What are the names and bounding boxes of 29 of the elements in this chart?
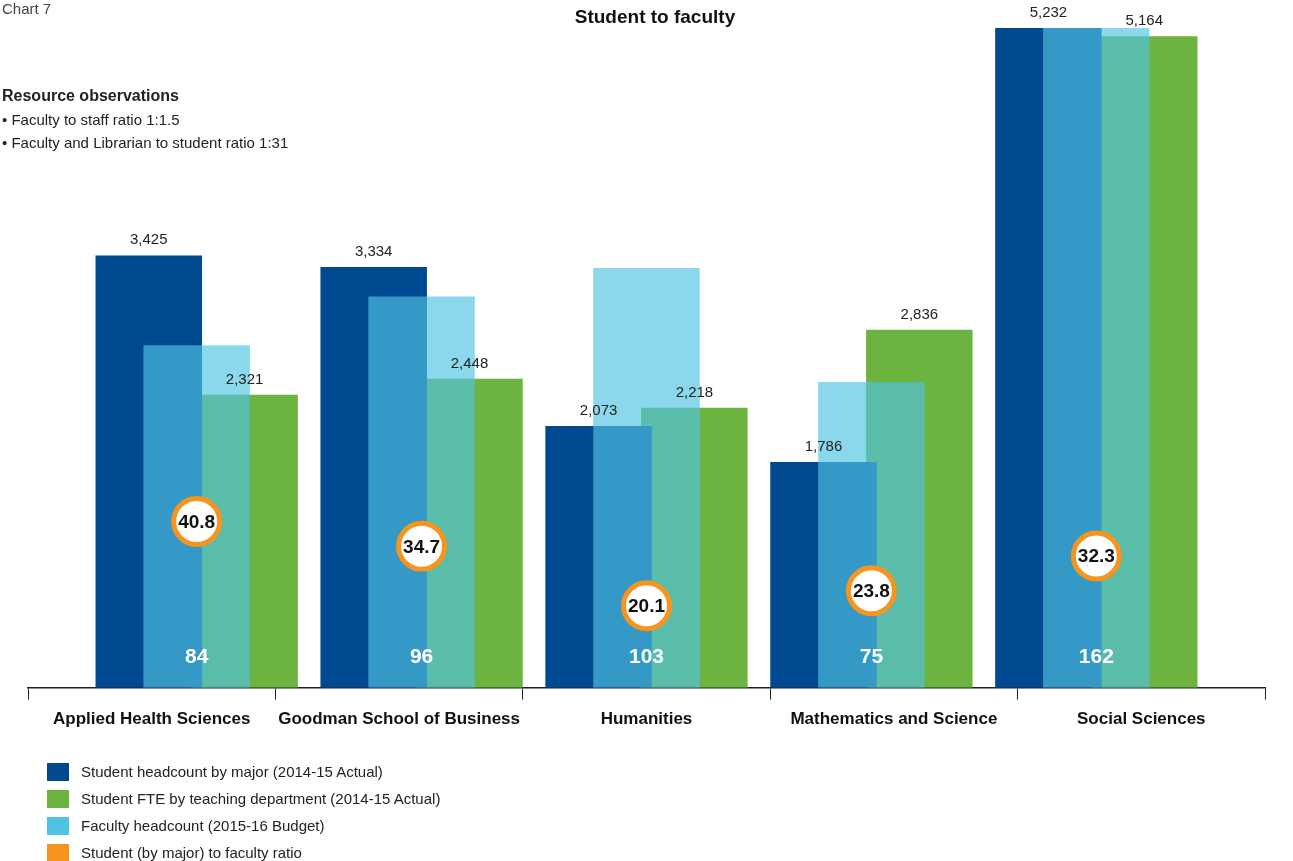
data-label: 75 — [859, 644, 884, 668]
data-label: 96 — [409, 644, 434, 668]
data-label: 5,164 — [1125, 11, 1163, 29]
x-tick-label: Applied Health Sciences — [52, 709, 251, 729]
annotation: • Faculty to staff ratio 1:1.5 — [2, 111, 181, 128]
data-label: 23.8 — [852, 579, 890, 601]
data-label: 3,334 — [354, 241, 393, 259]
data-label: 162 — [1078, 644, 1114, 668]
data-label: 84 — [185, 644, 209, 668]
annotation: • Faculty and Librarian to student ratio 1:31 — [2, 134, 289, 151]
data-label: 2,836 — [900, 304, 939, 322]
legend-label: Student (by major) to faculty ratio — [81, 844, 302, 861]
legend-label: Faculty headcount (2015-16 Budget) — [81, 817, 325, 834]
data-label: 20.1 — [628, 595, 666, 616]
annotation: Resource observations — [2, 87, 180, 105]
x-tick-label: Mathematics and Science — [790, 709, 998, 729]
legend-label: Student FTE by teaching department (2014-15 Actual) — [81, 790, 441, 807]
data-label: 103 — [628, 644, 665, 668]
data-label: 3,425 — [130, 230, 168, 248]
data-label: 5,232 — [1029, 2, 1068, 20]
chart-title: Student to faculty — [574, 6, 736, 27]
x-tick-label: Goodman School of Business — [278, 709, 521, 729]
x-tick-label: Humanities — [600, 709, 693, 729]
data-label: 34.7 — [403, 535, 441, 557]
data-label: 40.8 — [178, 510, 216, 532]
data-label: 32.3 — [1077, 545, 1115, 567]
x-tick-label: Social Sciences — [1077, 709, 1206, 729]
caption: Chart 7 — [2, 0, 53, 17]
legend-label: Student headcount by major (2014-15 Actual) — [81, 763, 383, 780]
